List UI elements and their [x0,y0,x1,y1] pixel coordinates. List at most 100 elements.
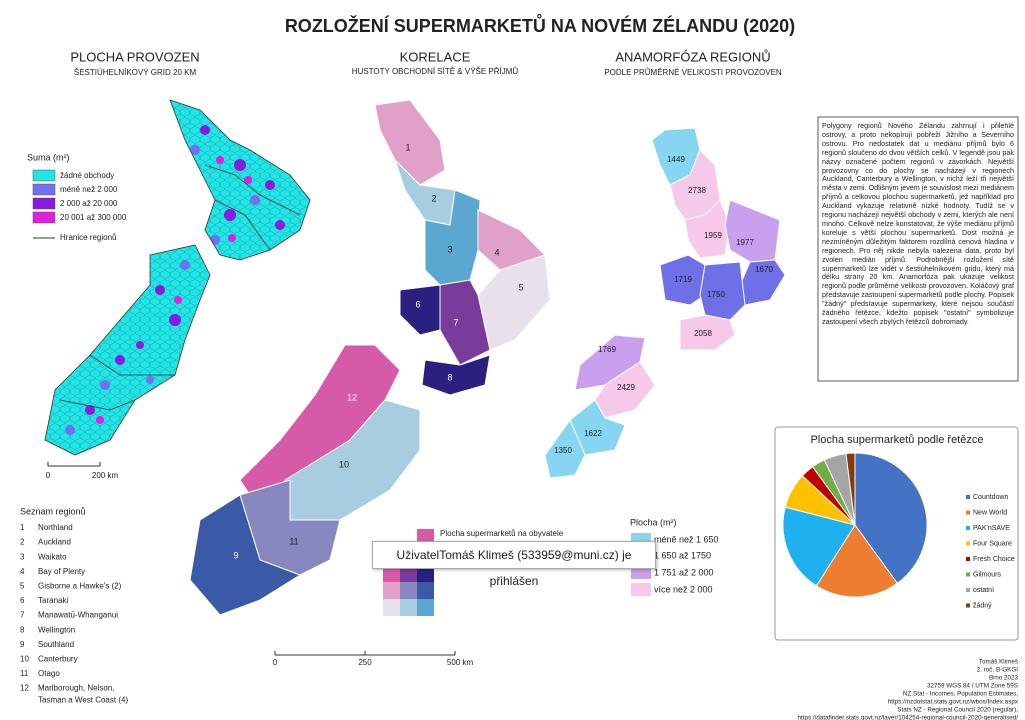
region-label: 1 [405,142,410,152]
region-value: 1350 [554,446,572,455]
scale-label: 200 km [92,471,119,480]
credit-line: Brno 2023 [989,675,1019,682]
map-subtitle: HUSTOTY OBCHODNÍ SÍTĚ & VÝŠE PŘÍJMŮ [352,67,519,76]
pie-chart: Countdown New World PAK'nSAVE Four Square Fr… [782,452,1015,609]
pie-slice [782,506,856,587]
region-value: 1670 [755,265,773,274]
list-number: 11 [20,669,29,678]
legend-swatch [966,572,970,577]
credit-line: NZ.Stat - Incomes, Population Estimates, [903,691,1018,698]
region-value: 1977 [736,238,754,247]
credit-line: 2. roč. B-GKGI [977,667,1019,674]
region-value: 1769 [598,345,616,354]
credit-line: Tomáš Klimeš [979,659,1018,666]
region-label: 3 [447,244,452,254]
map-subtitle: PODLE PRŮMĚRNÉ VELIKOSTI PROVOZOVEN [604,68,782,77]
region-value: 1449 [667,155,685,164]
legend-label: Fresh Choice [973,556,1015,563]
list-number: 1 [20,523,25,532]
title: ROZLOŽENÍ SUPERMARKETŮ NA NOVÉM ZÉLANDU … [285,14,795,36]
region-labels: 1 2 3 4 5 6 7 8 9 10 11 12 [233,142,523,560]
list-number: 5 [20,582,25,591]
legend-swatch [32,211,56,224]
list-number: 12 [20,684,29,693]
legend-swatch [631,583,651,596]
legend-label: 20 001 až 300 000 [60,213,127,222]
legend-title: Suma (m²) [27,152,70,162]
scale-label: 0 [273,658,278,667]
legend-label: 1 751 až 2 000 [654,567,714,577]
scale-label: 500 km [447,658,474,667]
legend-title: Plocha (m²) [630,517,677,527]
legend-swatch [32,169,56,182]
legend-title: Plocha supermarketů na obyvatele [440,529,564,538]
list-number: 9 [20,640,25,649]
list-number: 4 [20,567,25,576]
scale-label: 0 [46,471,51,480]
region-label: 8 [447,372,452,382]
pie-slice [854,452,928,584]
legend-swatch [32,183,56,196]
credit-line: https://datafinder.stats.govt.nz/layer/1… [797,715,1018,720]
list-title: Seznam regionů [20,506,86,516]
map-title: ANAMORFÓZA REGIONŮ [615,49,770,64]
pie-slice [845,452,856,526]
choropleth-map [189,99,551,616]
legend-label: více než 2 000 [654,584,713,594]
list-number: 10 [20,655,29,664]
list-name: Southland [38,640,74,649]
legend-swatch [966,603,970,608]
region-borders [44,99,311,456]
legend-label: Hranice regionů [60,233,116,242]
region-value: 1622 [584,429,602,438]
legend-label: méně než 2 000 [60,185,118,194]
region-value: 1959 [704,231,722,240]
scale-bar [47,462,101,467]
region-label: 7 [453,317,458,327]
legend-swatch [966,557,970,561]
legend: žádné obchody méně než 2 000 2 000 až 20… [32,169,127,242]
note-box [817,116,1019,382]
list-name: Taranaki [38,596,68,605]
list-name: Manawatū-Whanganui [38,611,118,620]
list-name: Tasman a West Coast (4) [38,696,128,705]
legend-label: méně než 1 650 [654,534,719,544]
legend-swatch [32,197,56,210]
legend-label: New World [973,509,1007,516]
tooltip: UživatelTomáš Klimeš (533959@muni.cz) je… [372,541,656,588]
region-label: 6 [415,299,420,309]
list-number: 2 [20,538,25,547]
legend-swatch [966,526,970,530]
region-label: 12 [347,392,357,402]
credit-line: 32759 WGS 84 / UTM Zone 59S [927,683,1018,690]
legend-label: ostatní [973,587,994,594]
legend-label: žádný [973,602,992,609]
scale-label: 250 [358,658,372,667]
list-name: Waikato [38,552,67,561]
region-label: 5 [518,282,523,292]
region-label: 4 [494,247,499,257]
pie-slice [815,524,899,598]
region-value: 2738 [688,186,706,195]
list-name: Wellington [38,625,75,634]
region-value: 1719 [674,275,692,284]
legend-swatch [631,566,651,579]
note-text: Polygony regionů Nového Zélandu zahrnují… [822,121,1014,326]
list-number: 8 [20,625,25,634]
legend-label: Gilmours [973,571,1002,578]
list-name: Otago [38,669,60,678]
credit-line: Stats NZ - Regional Council 2020 (regula… [897,707,1018,714]
scale-bar [274,651,456,656]
cartogram [544,127,786,479]
legend-label: Countdown [973,494,1009,501]
legend-label: 2 000 až 20 000 [60,199,118,208]
region-value: 2058 [694,329,712,338]
region-list: 1 Northland 2 Auckland 3 Waikato 4 Bay of Plent… [20,523,128,705]
bivariate-legend [383,529,434,616]
legend-label: Four Square [973,540,1012,547]
list-name: Marlborough, Nelson, [38,684,114,693]
list-number: 3 [20,552,25,561]
